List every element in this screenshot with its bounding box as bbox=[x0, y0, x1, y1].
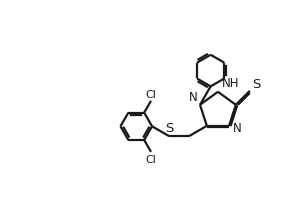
Text: NH: NH bbox=[222, 77, 239, 90]
Text: Cl: Cl bbox=[146, 154, 156, 164]
Text: S: S bbox=[165, 121, 173, 134]
Text: S: S bbox=[252, 78, 260, 90]
Text: N: N bbox=[189, 91, 197, 104]
Text: N: N bbox=[233, 121, 241, 134]
Text: Cl: Cl bbox=[146, 90, 156, 100]
